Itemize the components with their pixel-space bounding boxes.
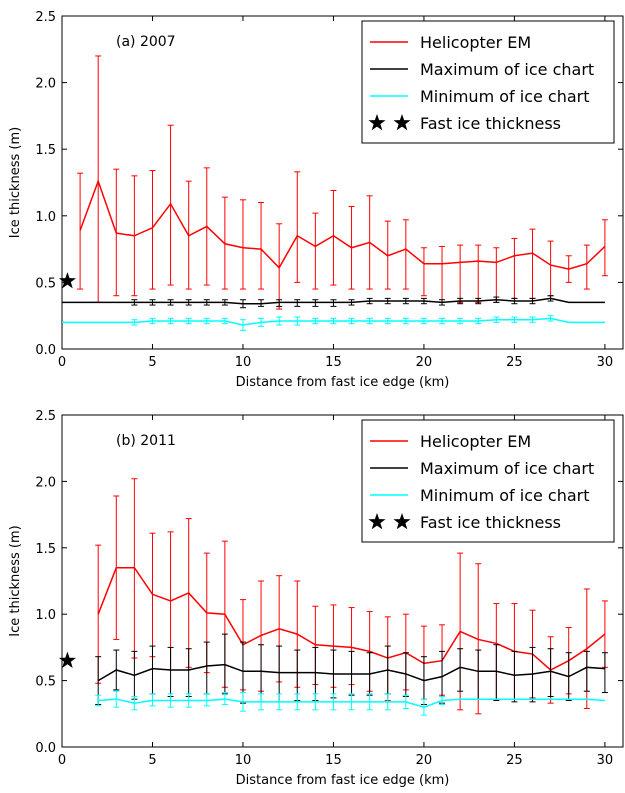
legend-star-icon	[368, 114, 386, 131]
x-tick-label: 0	[58, 753, 66, 768]
panel-label: (b) 2011	[116, 433, 176, 449]
x-tick-label: 10	[235, 753, 252, 768]
y-tick-label: 2.5	[35, 10, 56, 25]
x-tick-label: 20	[416, 753, 433, 768]
x-axis-label: Distance from fast ice edge (km)	[236, 773, 450, 788]
x-tick-label: 15	[325, 753, 342, 768]
chart-panel-0: 0 5 10 15 20 25 30 0.0 0.5 1.0 1.5 2.0 2.5 Distance f…	[8, 10, 624, 390]
series-line	[97, 663, 605, 682]
chart-panel-1: 0 5 10 15 20 25 30 0.0 0.5 1.0 1.5 2.0 2.5 Distance f…	[8, 409, 624, 788]
y-tick-label: 2.5	[35, 409, 56, 424]
panel-label: (a) 2007	[116, 34, 176, 50]
x-tick-label: 25	[506, 355, 523, 370]
x-tick-label: 5	[148, 355, 156, 370]
x-tick-label: 15	[325, 355, 342, 370]
legend-label: Maximum of ice chart	[420, 459, 594, 478]
legend-label: Minimum of ice chart	[420, 87, 590, 106]
x-tick-label: 5	[148, 753, 156, 768]
series-line	[62, 297, 605, 305]
series-2	[62, 315, 605, 331]
y-tick-label: 2.0	[35, 475, 56, 490]
series-line	[62, 317, 605, 326]
legend-star-icon	[368, 513, 386, 530]
x-tick-label: 10	[235, 355, 252, 370]
legend-label: Helicopter EM	[420, 432, 531, 451]
legend-star-icon	[393, 513, 411, 530]
y-tick-label: 1.5	[35, 143, 56, 158]
series-0	[77, 55, 608, 310]
y-axis-label: Ice thickness (m)	[8, 525, 23, 636]
y-tick-label: 1.0	[35, 608, 56, 623]
y-tick-label: 0.5	[35, 675, 56, 690]
y-tick-label: 0.0	[35, 343, 56, 358]
y-tick-label: 2.0	[35, 77, 56, 92]
x-tick-label: 30	[597, 355, 614, 370]
series-line	[98, 698, 605, 708]
y-tick-label: 1.5	[35, 542, 56, 557]
x-tick-label: 20	[416, 355, 433, 370]
legend-label: Fast ice thickness	[420, 513, 561, 532]
y-axis-label: Ice thickness (m)	[8, 127, 23, 238]
legend: Helicopter EM Maximum of ice chart Minimum…	[361, 419, 615, 543]
legend-label: Minimum of ice chart	[420, 486, 590, 505]
series-line	[97, 566, 606, 671]
series-3	[58, 651, 76, 668]
y-tick-label: 0.0	[35, 741, 56, 756]
x-tick-label: 25	[506, 753, 523, 768]
legend: Helicopter EM Maximum of ice chart Minimum…	[361, 20, 615, 144]
fast-ice-star-marker	[58, 651, 76, 668]
legend-label: Fast ice thickness	[420, 114, 561, 133]
series-3	[58, 272, 76, 289]
series-2	[95, 690, 605, 716]
y-tick-label: 1.0	[35, 210, 56, 225]
x-tick-label: 0	[58, 355, 66, 370]
legend-label: Helicopter EM	[420, 33, 531, 52]
x-axis-label: Distance from fast ice edge (km)	[236, 375, 450, 390]
legend-label: Maximum of ice chart	[420, 60, 594, 79]
legend-star-icon	[393, 114, 411, 131]
fast-ice-star-marker	[58, 272, 76, 289]
series-1	[62, 295, 605, 309]
series-line	[79, 178, 606, 270]
y-tick-label: 0.5	[35, 276, 56, 291]
x-tick-label: 30	[597, 753, 614, 768]
